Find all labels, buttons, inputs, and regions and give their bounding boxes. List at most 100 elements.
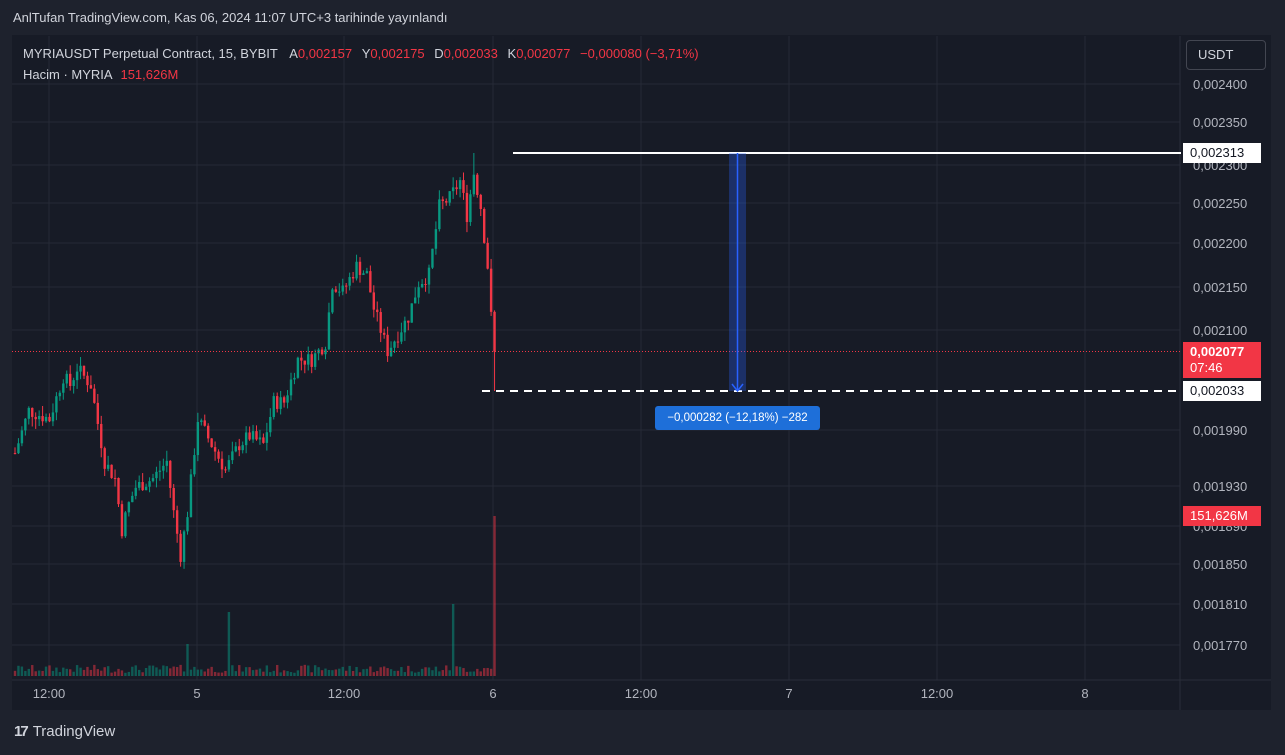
volume-bar [117, 668, 120, 676]
volume-bar [289, 672, 293, 676]
y-tick: 0,001990 [1193, 423, 1248, 438]
change-value: −0,000080 (−3,71%) [580, 46, 699, 61]
candle-body [469, 194, 472, 223]
candle-body [172, 487, 175, 511]
high-label: Y [361, 46, 371, 61]
candle-body [476, 174, 479, 195]
volume-bar [103, 667, 106, 676]
candle-body [258, 437, 262, 440]
candle-body [127, 502, 131, 513]
volume-label[interactable]: Hacim · MYRIA [23, 67, 112, 82]
candle-body [110, 464, 113, 478]
candle-body [262, 437, 265, 443]
measure-label[interactable]: −0,000282 (−12,18%) −282 [655, 406, 820, 430]
volume-bar [93, 664, 96, 676]
candle-body [334, 289, 338, 292]
volume-bar [476, 668, 479, 676]
candle-body [338, 291, 341, 293]
low-label: D [434, 46, 444, 61]
candle-body [241, 445, 244, 451]
candle-body [489, 268, 493, 312]
volume-bar [89, 669, 93, 676]
candle-body [138, 482, 141, 488]
candle-body [79, 365, 82, 372]
volume-bar [427, 667, 431, 676]
candle-body [231, 451, 234, 461]
volume-bar [472, 671, 476, 676]
volume-bar [244, 667, 248, 676]
close-value: 0,002077 [516, 46, 571, 61]
candle-body [207, 425, 210, 439]
candle-body [89, 385, 93, 389]
volume-bar [410, 671, 413, 676]
candle-body [272, 396, 275, 417]
volume-bar [279, 672, 282, 676]
volume-bar [82, 669, 86, 676]
volume-bar [293, 672, 296, 676]
volume-bar [286, 671, 289, 676]
volume-bar [327, 669, 331, 676]
candle-body [310, 354, 313, 367]
candle-body [100, 423, 103, 449]
candle-body [265, 432, 269, 443]
candle-body [238, 446, 241, 451]
candle-body [155, 471, 158, 479]
candle-body [124, 512, 127, 537]
candle-body [441, 199, 444, 202]
volume-bar [120, 670, 124, 676]
candle-body [141, 482, 144, 491]
volume-bar [134, 665, 137, 676]
volume-bar [489, 668, 493, 676]
volume-value: 151,626M [120, 67, 179, 82]
volume-bar [282, 670, 286, 676]
candle-body [251, 431, 255, 440]
volume-bar [41, 670, 44, 676]
volume-bar [51, 670, 55, 676]
candle-body [227, 460, 231, 470]
candle-body [189, 474, 193, 518]
candle-body [69, 373, 72, 386]
volume-bar [106, 666, 110, 676]
candle-body [244, 432, 248, 446]
volume-bar [455, 666, 458, 676]
volume-bar [55, 667, 58, 676]
candle-body [313, 353, 317, 367]
candle-body [220, 458, 224, 470]
volume-bar [217, 672, 220, 676]
volume-bar [382, 666, 386, 676]
volume-bar [31, 665, 34, 676]
candle-body [448, 191, 451, 203]
symbol-name[interactable]: MYRIAUSDT Perpetual Contract, 15, BYBIT [23, 46, 278, 61]
candle-body [379, 312, 382, 333]
volume-bar [162, 665, 165, 676]
last-price-value: 0,002077 [1190, 344, 1245, 359]
candle-body [493, 311, 496, 352]
volume-bar [269, 672, 272, 676]
volume-bar [362, 669, 365, 676]
candle-body [372, 292, 375, 310]
x-tick: 8 [1081, 686, 1089, 701]
tradingview-brand[interactable]: 17 TradingView [14, 723, 115, 740]
candle-body [65, 373, 68, 384]
candle-body [282, 397, 286, 403]
volume-bar [345, 670, 348, 676]
currency-button[interactable]: USDT [1186, 40, 1266, 70]
candle-body [320, 349, 324, 355]
candle-body [17, 443, 20, 454]
volume-bar [300, 665, 303, 676]
x-tick: 12:00 [327, 686, 361, 701]
y-tick: 0,001930 [1193, 479, 1248, 494]
candle-body [148, 481, 151, 487]
candle-body [438, 199, 441, 230]
candle-body [414, 297, 417, 304]
volume-bar [317, 667, 320, 676]
y-tick: 0,001810 [1193, 597, 1248, 612]
candle-body [37, 416, 41, 420]
candle-body [451, 187, 455, 192]
candle-body [82, 365, 86, 376]
volume-bar [255, 669, 258, 676]
ohlc-legend: MYRIAUSDT Perpetual Contract, 15, BYBIT … [23, 46, 699, 61]
volume-bar [313, 665, 317, 676]
volume-bar [348, 665, 351, 676]
